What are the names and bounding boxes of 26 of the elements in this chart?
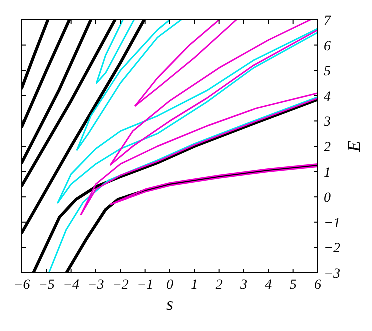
x-tick-label: 4 bbox=[265, 278, 272, 293]
x-tick-label: −5 bbox=[38, 278, 55, 293]
x-tick-label: 0 bbox=[166, 278, 174, 293]
y-tick-label: 5 bbox=[324, 64, 331, 80]
y-tick-label: 3 bbox=[323, 115, 331, 130]
y-tick-label: −1 bbox=[324, 216, 340, 232]
y-tick-label: 1 bbox=[324, 166, 331, 181]
x-tick-label: −6 bbox=[14, 278, 30, 293]
x-tick-label: −1 bbox=[137, 278, 154, 293]
x-tick-label: 6 bbox=[314, 278, 322, 293]
x-tick-label: 2 bbox=[216, 278, 223, 293]
x-tick-label: −4 bbox=[63, 278, 80, 293]
y-tick-label: 6 bbox=[324, 39, 331, 54]
x-tick-label: 5 bbox=[290, 278, 297, 293]
x-tick-label: 1 bbox=[191, 278, 198, 293]
x-tick-label: −2 bbox=[112, 278, 129, 293]
y-tick-label: −2 bbox=[324, 242, 340, 257]
y-tick-label: 0 bbox=[324, 191, 331, 206]
y-tick-label: 7 bbox=[324, 14, 332, 29]
y-tick-label: −3 bbox=[324, 267, 340, 282]
x-tick-label: −3 bbox=[88, 278, 104, 293]
y-tick-label: 4 bbox=[324, 90, 331, 105]
x-tick-label: 3 bbox=[240, 278, 248, 293]
y-axis-title: E bbox=[344, 141, 364, 153]
x-axis-title: s bbox=[166, 294, 174, 314]
y-tick-label: 2 bbox=[324, 140, 331, 156]
